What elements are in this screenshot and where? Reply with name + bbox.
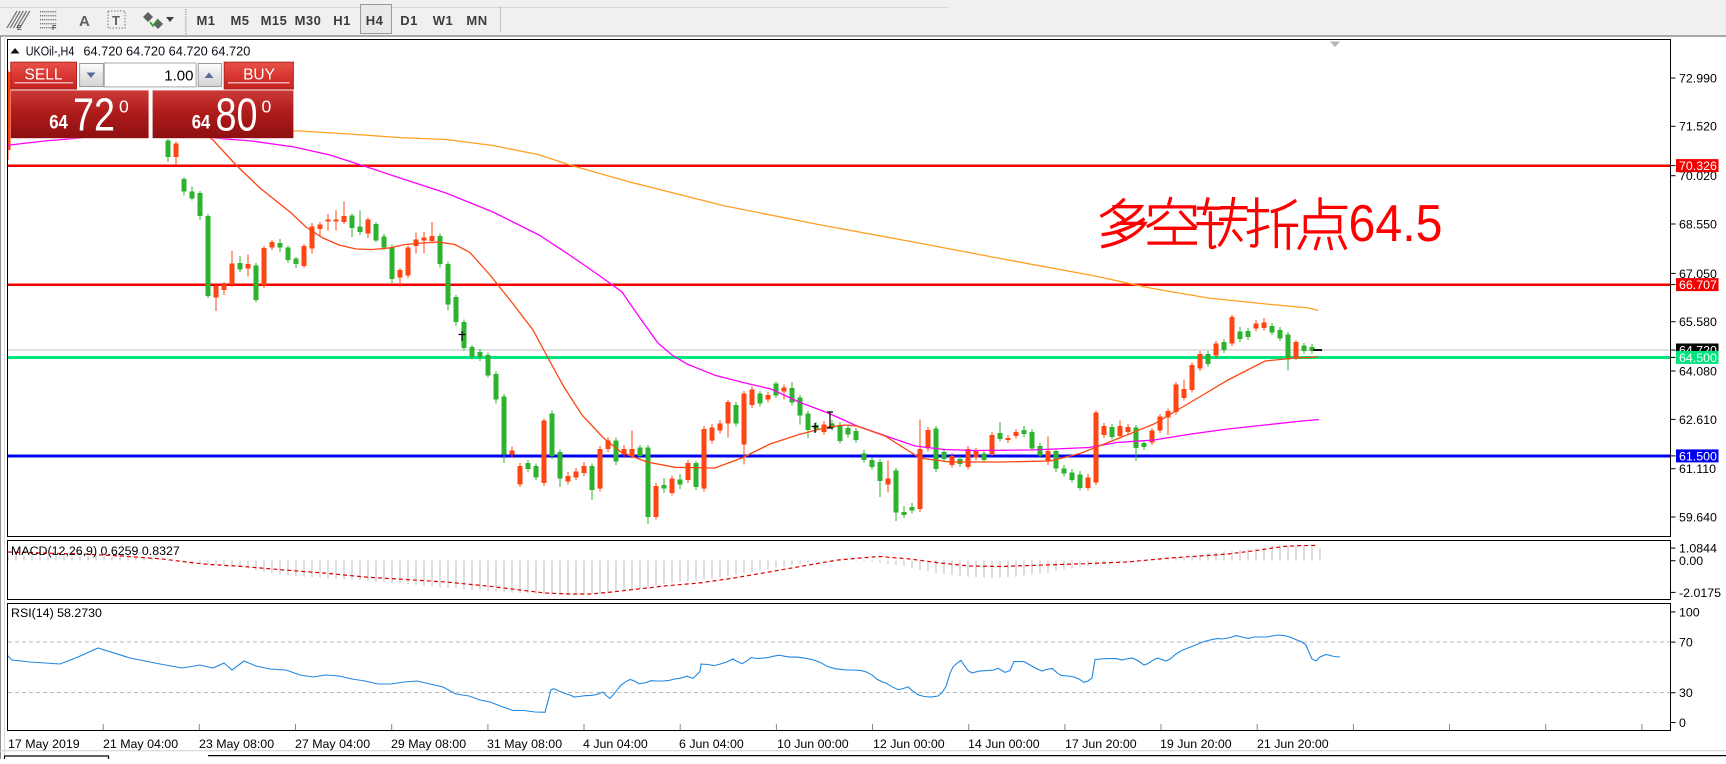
svg-text:H4: H4 — [366, 13, 384, 28]
svg-text:4 Jun 04:00: 4 Jun 04:00 — [583, 737, 648, 751]
svg-text:M1: M1 — [196, 13, 215, 28]
svg-text:UKOil-,H4: UKOil-,H4 — [26, 43, 75, 58]
svg-text:70: 70 — [1679, 636, 1693, 650]
svg-text:0: 0 — [119, 97, 129, 117]
svg-text:64: 64 — [49, 113, 68, 134]
svg-text:61.500: 61.500 — [1679, 449, 1717, 463]
svg-text:80: 80 — [216, 89, 258, 141]
svg-text:65.580: 65.580 — [1679, 315, 1717, 329]
svg-text:62.610: 62.610 — [1679, 413, 1717, 427]
svg-text:H1: H1 — [333, 13, 351, 28]
svg-text:W1: W1 — [433, 13, 454, 28]
svg-text:72: 72 — [73, 89, 115, 141]
svg-text:0.00: 0.00 — [1679, 554, 1703, 568]
svg-text:64: 64 — [192, 113, 211, 134]
svg-text:E: E — [17, 25, 22, 32]
svg-text:29 May 08:00: 29 May 08:00 — [391, 737, 466, 751]
svg-text:D1: D1 — [400, 13, 418, 28]
svg-text:10 Jun 00:00: 10 Jun 00:00 — [777, 737, 849, 751]
svg-text:MACD(12,26,9) 0.6259 0.8327: MACD(12,26,9) 0.6259 0.8327 — [11, 544, 180, 558]
svg-text:72.990: 72.990 — [1679, 71, 1717, 85]
svg-text:67.050: 67.050 — [1679, 267, 1717, 281]
svg-text:71.520: 71.520 — [1679, 120, 1717, 134]
svg-text:23 May 08:00: 23 May 08:00 — [199, 737, 274, 751]
svg-text:27 May 04:00: 27 May 04:00 — [295, 737, 370, 751]
svg-text:21 Jun 20:00: 21 Jun 20:00 — [1257, 737, 1329, 751]
svg-text:BUY: BUY — [243, 67, 275, 84]
svg-text:-2.0175: -2.0175 — [1679, 586, 1721, 600]
svg-text:17 Jun 20:00: 17 Jun 20:00 — [1065, 737, 1137, 751]
svg-text:64.720 64.720 64.720 64.720: 64.720 64.720 64.720 64.720 — [83, 43, 250, 58]
svg-text:T: T — [112, 13, 120, 28]
svg-text:MN: MN — [466, 13, 487, 28]
svg-text:12 Jun 00:00: 12 Jun 00:00 — [873, 737, 945, 751]
svg-text:A: A — [79, 13, 90, 30]
svg-text:70.020: 70.020 — [1679, 169, 1717, 183]
svg-text:M30: M30 — [295, 13, 322, 28]
svg-text:70.326: 70.326 — [1679, 159, 1717, 173]
svg-text:14 Jun 00:00: 14 Jun 00:00 — [968, 737, 1040, 751]
svg-text:21 May 04:00: 21 May 04:00 — [103, 737, 178, 751]
svg-text:6 Jun 04:00: 6 Jun 04:00 — [679, 737, 744, 751]
svg-text:68.550: 68.550 — [1679, 217, 1717, 231]
svg-text:66.707: 66.707 — [1679, 278, 1717, 292]
svg-text:F: F — [52, 25, 57, 32]
svg-text:1.00: 1.00 — [164, 68, 193, 85]
svg-text:SELL: SELL — [25, 67, 63, 84]
svg-text:64.5: 64.5 — [1349, 194, 1443, 252]
svg-text:M5: M5 — [230, 13, 249, 28]
svg-text:64.080: 64.080 — [1679, 364, 1717, 378]
svg-text:59.640: 59.640 — [1679, 510, 1717, 524]
svg-text:RSI(14) 58.2730: RSI(14) 58.2730 — [11, 606, 102, 620]
svg-text:100: 100 — [1679, 605, 1700, 619]
svg-text:61.110: 61.110 — [1679, 462, 1716, 476]
svg-text:0: 0 — [262, 97, 272, 117]
svg-text:19 Jun 20:00: 19 Jun 20:00 — [1160, 737, 1232, 751]
svg-text:M15: M15 — [261, 13, 288, 28]
svg-text:0: 0 — [1679, 716, 1686, 730]
svg-text:17 May 2019: 17 May 2019 — [8, 737, 80, 751]
svg-text:31 May 08:00: 31 May 08:00 — [487, 737, 562, 751]
svg-text:30: 30 — [1679, 686, 1693, 700]
svg-text:1.0844: 1.0844 — [1679, 542, 1717, 556]
svg-text:64.500: 64.500 — [1679, 351, 1717, 365]
